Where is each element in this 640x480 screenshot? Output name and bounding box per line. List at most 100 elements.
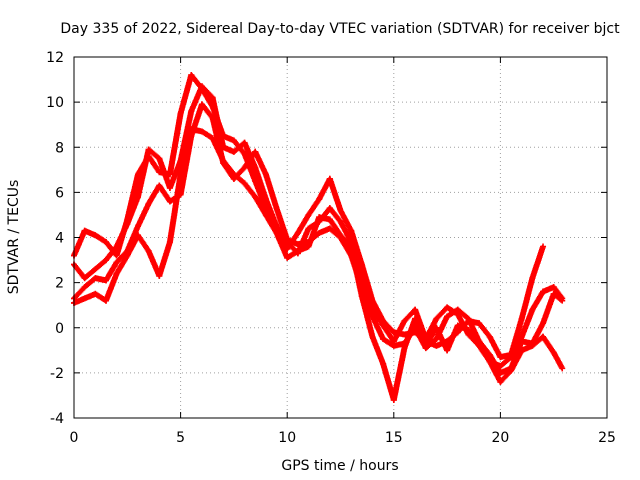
data-point — [305, 225, 312, 232]
data-point — [550, 284, 557, 291]
data-point — [465, 315, 472, 322]
data-point — [145, 146, 152, 153]
data-point — [326, 205, 333, 212]
data-point — [113, 259, 120, 266]
data-point — [401, 317, 408, 324]
data-point — [81, 275, 88, 282]
data-point — [529, 306, 536, 313]
x-tick-label: 5 — [176, 430, 185, 446]
data-point — [305, 243, 312, 250]
data-point — [497, 378, 504, 385]
data-point — [166, 198, 173, 205]
data-point — [529, 275, 536, 282]
data-point — [81, 227, 88, 234]
data-point — [433, 324, 440, 331]
data-point — [273, 205, 280, 212]
data-point — [444, 304, 451, 311]
y-tick-label: -4 — [50, 411, 64, 427]
data-point — [113, 252, 120, 259]
data-point — [433, 336, 440, 343]
data-point — [294, 229, 301, 236]
data-point — [294, 248, 301, 255]
x-tick-label: 25 — [598, 430, 616, 446]
data-point — [177, 110, 184, 117]
data-point — [444, 313, 451, 320]
data-point — [102, 239, 109, 246]
data-point — [124, 252, 131, 259]
data-point — [166, 239, 173, 246]
data-point — [188, 126, 195, 133]
data-point — [230, 148, 237, 155]
data-point — [559, 297, 566, 304]
y-axis-label: SDTVAR / TECUs — [6, 180, 22, 295]
data-point — [81, 284, 88, 291]
y-tick-label: 0 — [55, 321, 64, 337]
y-tick-label: 4 — [55, 231, 64, 247]
data-point — [316, 196, 323, 203]
data-point — [102, 257, 109, 264]
data-point — [284, 236, 291, 243]
data-point — [540, 288, 547, 295]
data-point — [188, 108, 195, 115]
data-point — [369, 333, 376, 340]
data-point — [92, 290, 99, 297]
data-point — [241, 139, 248, 146]
data-point — [369, 313, 376, 320]
data-point — [113, 243, 120, 250]
data-point — [337, 232, 344, 239]
data-point — [198, 83, 205, 90]
data-point — [486, 333, 493, 340]
data-point — [252, 164, 259, 171]
data-point — [156, 272, 163, 279]
data-point — [252, 148, 259, 155]
data-point — [102, 277, 109, 284]
data-point — [252, 193, 259, 200]
data-point — [358, 293, 365, 300]
data-point — [401, 345, 408, 352]
x-tick-label: 20 — [491, 430, 509, 446]
data-point — [497, 354, 504, 361]
data-point — [518, 338, 525, 345]
x-axis-label: GPS time / hours — [281, 458, 398, 474]
data-point — [390, 396, 397, 403]
axis-ticks: 0 5 10 15 20 25 -4 -2 0 2 4 6 8 10 12 — [46, 50, 616, 446]
data-point — [145, 248, 152, 255]
data-point — [433, 342, 440, 349]
data-point — [380, 336, 387, 343]
data-point — [508, 367, 515, 374]
data-point — [134, 223, 141, 230]
y-tick-label: -2 — [50, 366, 64, 382]
data-point — [92, 232, 99, 239]
data-point — [209, 114, 216, 121]
data-point — [476, 338, 483, 345]
data-point — [380, 360, 387, 367]
data-point — [326, 216, 333, 223]
data-point — [518, 315, 525, 322]
chart-title: Day 335 of 2022, Sidereal Day-to-day VTE… — [60, 21, 620, 37]
data-point — [92, 266, 99, 273]
y-tick-label: 2 — [55, 276, 64, 292]
data-point — [220, 157, 227, 164]
data-point — [444, 347, 451, 354]
data-point — [412, 306, 419, 313]
data-point — [316, 229, 323, 236]
data-point — [326, 175, 333, 182]
data-point — [316, 214, 323, 221]
data-point — [102, 297, 109, 304]
data-point — [454, 306, 461, 313]
data-point — [284, 254, 291, 261]
data-point — [294, 241, 301, 248]
data-point — [166, 184, 173, 191]
data-point — [241, 151, 248, 158]
data-point — [348, 243, 355, 250]
y-tick-label: 6 — [55, 185, 64, 201]
y-tick-label: 12 — [46, 50, 64, 66]
data-point — [348, 227, 355, 234]
data-point — [465, 327, 472, 334]
data-point — [134, 193, 141, 200]
data-point — [454, 322, 461, 329]
data-point — [262, 196, 269, 203]
data-point — [390, 342, 397, 349]
data-point — [188, 72, 195, 79]
